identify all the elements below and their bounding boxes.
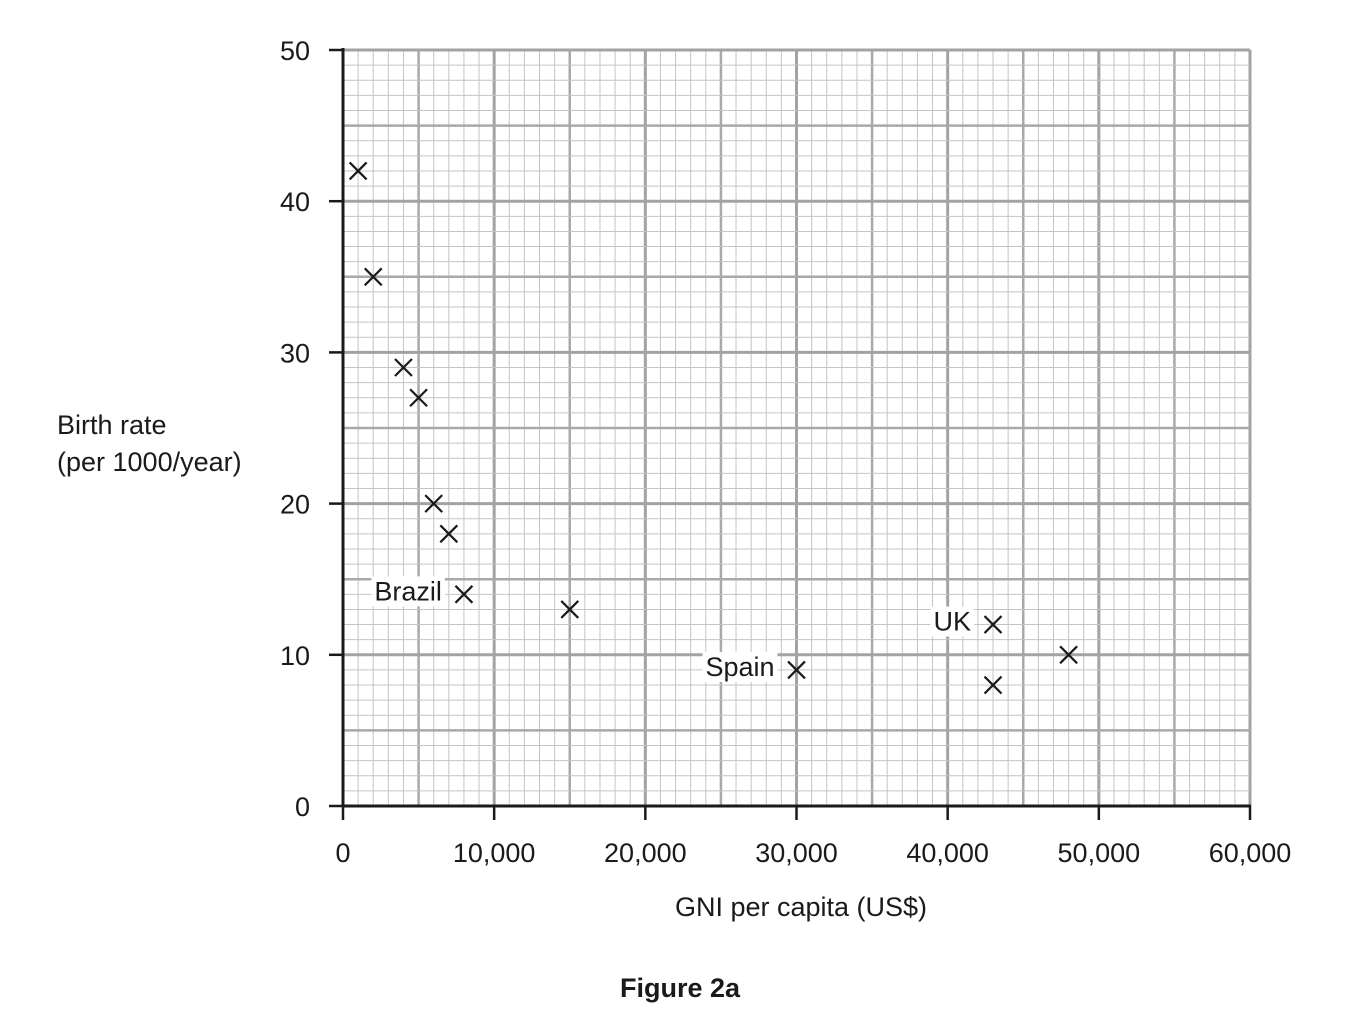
data-point bbox=[1059, 645, 1078, 665]
y-tick-label: 30 bbox=[280, 338, 310, 368]
data-point-stroke bbox=[394, 358, 413, 377]
point-label-background bbox=[371, 576, 445, 607]
grid bbox=[341, 48, 1252, 808]
data-points bbox=[348, 161, 1078, 695]
data-point bbox=[983, 675, 1003, 695]
data-point bbox=[424, 494, 443, 513]
x-tick-label: 30,000 bbox=[755, 838, 838, 868]
data-point bbox=[787, 660, 806, 680]
y-tick-label: 40 bbox=[280, 187, 310, 217]
data-point-stroke bbox=[363, 267, 383, 287]
data-point bbox=[394, 358, 413, 377]
point-label: Brazil bbox=[374, 576, 442, 606]
data-point-stroke bbox=[424, 494, 443, 513]
y-tick-label: 0 bbox=[295, 792, 310, 822]
data-point bbox=[983, 615, 1003, 634]
x-tick-label: 20,000 bbox=[604, 838, 687, 868]
data-point bbox=[560, 600, 580, 619]
y-axis-title-line-2: (per 1000/year) bbox=[57, 447, 242, 477]
y-axis-title-line-1: Birth rate bbox=[57, 410, 167, 440]
x-tick-label: 0 bbox=[335, 838, 350, 868]
x-tick-label: 50,000 bbox=[1058, 838, 1141, 868]
point-label-background bbox=[930, 606, 975, 637]
data-point-stroke bbox=[348, 161, 368, 181]
y-tick-label: 20 bbox=[280, 490, 310, 520]
point-label-background bbox=[702, 651, 778, 682]
data-point-stroke bbox=[787, 660, 806, 680]
y-tick-label: 50 bbox=[280, 36, 310, 66]
data-point-stroke bbox=[439, 524, 459, 544]
data-point-stroke bbox=[983, 675, 1003, 695]
data-point bbox=[409, 388, 428, 408]
data-point-stroke bbox=[409, 388, 428, 408]
point-label: UK bbox=[934, 607, 972, 637]
data-point-stroke bbox=[983, 615, 1003, 634]
point-labels: Brazil Spain UK bbox=[371, 576, 975, 682]
figure-caption: Figure 2a bbox=[620, 973, 741, 1003]
x-tick-label: 10,000 bbox=[453, 838, 536, 868]
data-point bbox=[348, 161, 368, 181]
x-tick-label: 40,000 bbox=[906, 838, 989, 868]
data-point-stroke bbox=[454, 585, 474, 604]
data-point bbox=[454, 585, 474, 604]
data-point bbox=[439, 524, 459, 544]
data-point-stroke bbox=[1059, 645, 1078, 665]
data-point-stroke bbox=[560, 600, 580, 619]
tick-labels: 0 10 20 30 40 50 0 10,000 20,000 30,000 40,000 50,0… bbox=[280, 36, 1291, 868]
x-tick-label: 60,000 bbox=[1209, 838, 1292, 868]
x-axis-title: GNI per capita (US$) bbox=[675, 892, 927, 922]
y-tick-label: 10 bbox=[280, 641, 310, 671]
data-point bbox=[363, 267, 383, 287]
point-label: Spain bbox=[705, 652, 774, 682]
axes bbox=[329, 48, 1252, 820]
